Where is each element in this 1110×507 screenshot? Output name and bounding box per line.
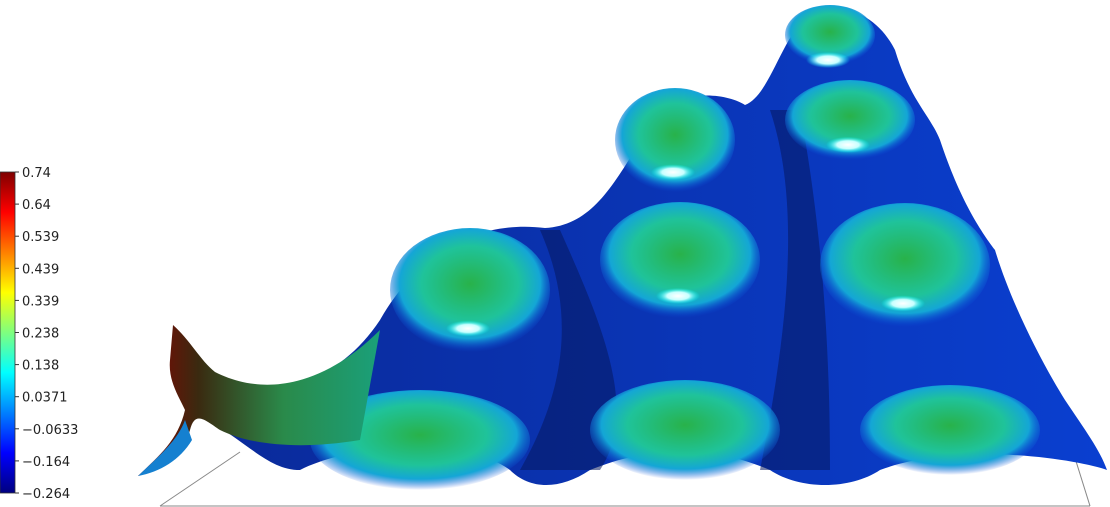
colorbar: 0.74 0.64 0.539 0.439 0.339 0.238 0.138 0.0371 −… xyxy=(0,166,78,502)
surface-tail xyxy=(138,325,380,476)
colorbar-tick-label: 0.439 xyxy=(22,262,59,277)
floor-outline xyxy=(159,451,1091,507)
surface-highlight xyxy=(881,295,925,312)
surface-highlight xyxy=(651,164,695,181)
colorbar-tick-label: 0.339 xyxy=(22,294,59,309)
surface xyxy=(138,5,1107,490)
surface-bump xyxy=(820,203,990,327)
surface-bump xyxy=(600,202,760,318)
colorbar-tick-label: 0.539 xyxy=(22,230,59,245)
surface-bump xyxy=(860,385,1040,475)
colorbar-tick-label: 0.74 xyxy=(22,166,51,181)
surface-highlight xyxy=(446,320,490,337)
surface-bump xyxy=(785,5,875,65)
colorbar-tick-label: −0.264 xyxy=(22,487,70,502)
surface-valley-shade xyxy=(520,110,830,470)
surface-bump xyxy=(590,380,780,480)
colorbar-tick-label: 0.64 xyxy=(22,198,51,213)
surface-bump xyxy=(615,88,735,192)
surface-bump xyxy=(390,228,550,352)
colorbar-tick-label: −0.0633 xyxy=(22,423,78,438)
colorbar-ramp xyxy=(0,171,16,494)
surface-highlight xyxy=(826,136,870,153)
colorbar-tick-label: 0.0371 xyxy=(22,391,68,406)
surface-bump xyxy=(785,80,915,160)
surface-highlight xyxy=(806,52,850,68)
surface-bump xyxy=(310,390,530,490)
colorbar-tick-label: 0.238 xyxy=(22,327,59,342)
surface-highlight xyxy=(656,287,700,304)
colorbar-tick-label: −0.164 xyxy=(22,455,70,470)
colorbar-tick-label: 0.138 xyxy=(22,359,59,374)
surface-tail-edge xyxy=(138,420,192,476)
